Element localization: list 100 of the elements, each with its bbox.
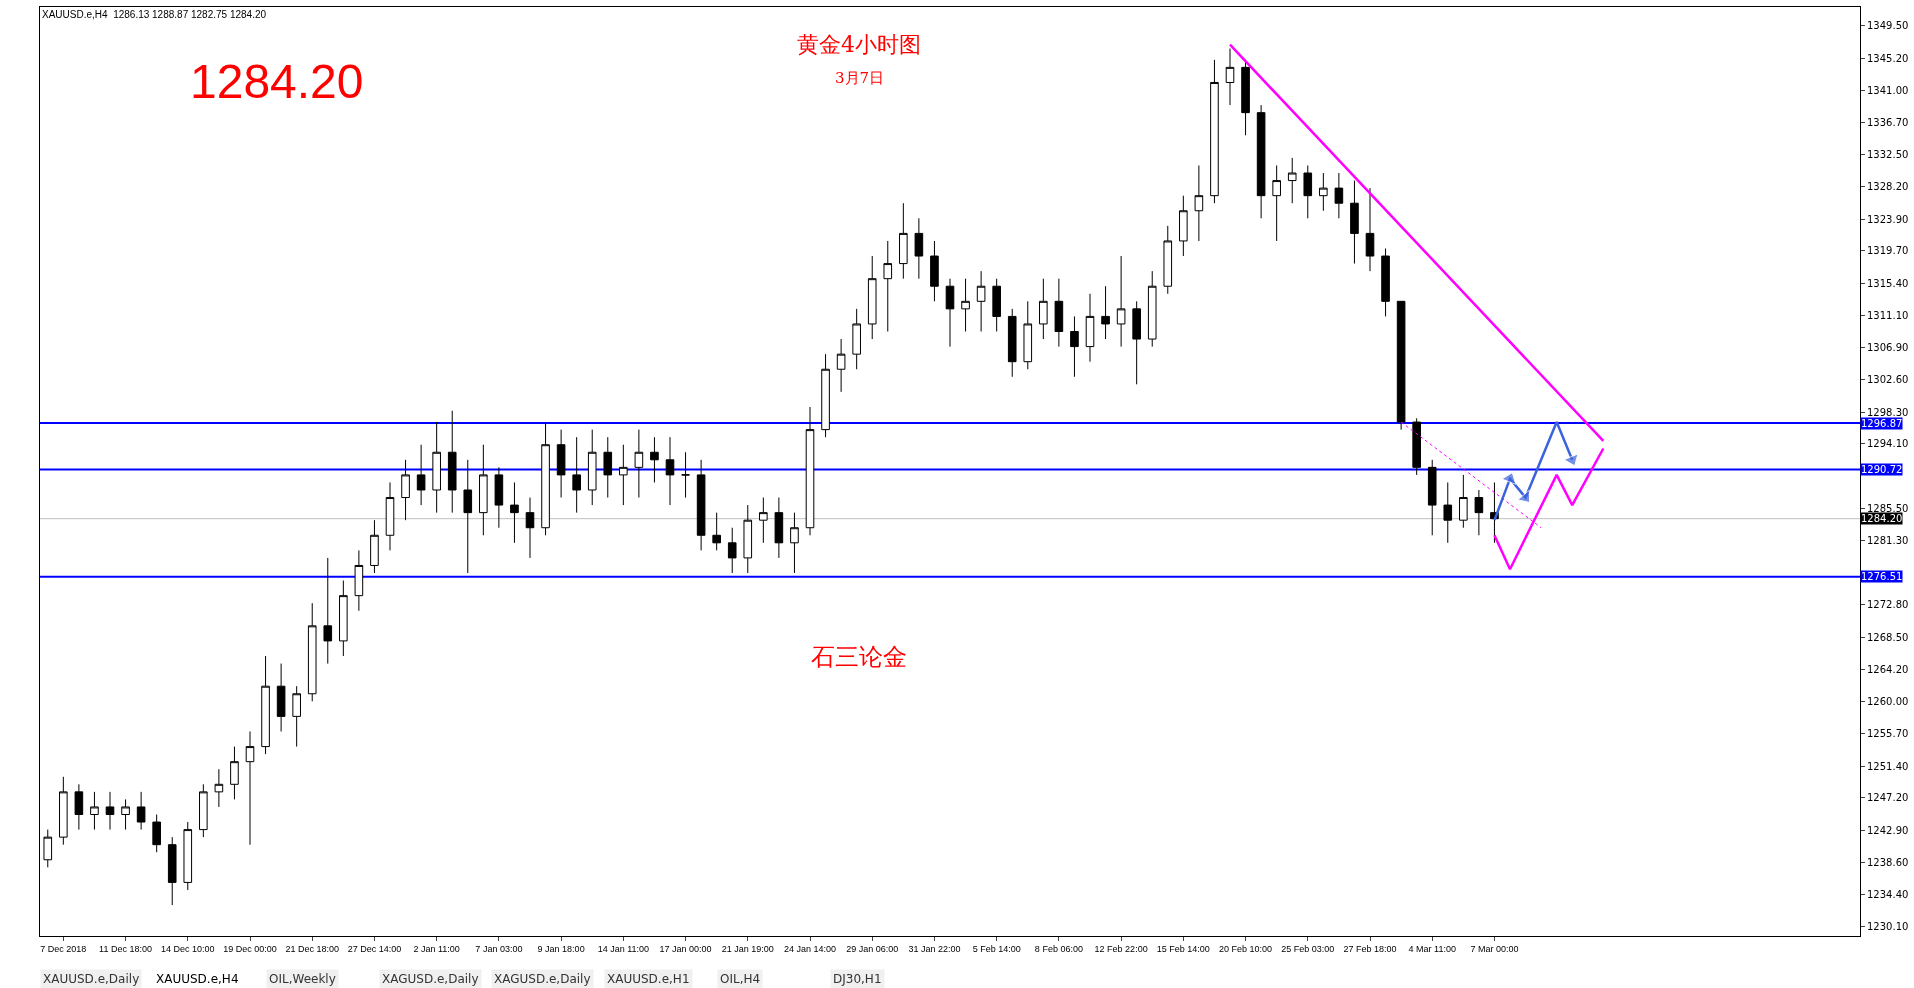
y-tick-label: 1336.70 (1867, 116, 1909, 128)
candlestick (416, 444, 426, 506)
y-tick-label: 1319.70 (1867, 245, 1909, 257)
candlestick (1287, 157, 1297, 204)
text: XAGUSD.e,Daily (494, 972, 591, 986)
candlestick (401, 459, 410, 521)
candlestick (1039, 278, 1048, 340)
candlestick (961, 278, 970, 333)
candlestick (385, 481, 395, 551)
candlestick (1132, 300, 1141, 385)
y-tick-label: 1281.30 (1867, 535, 1909, 547)
candlestick (727, 527, 737, 574)
text: OIL,H4 (720, 972, 761, 986)
candlestick (230, 746, 239, 800)
y-tick-label: 1247.20 (1867, 792, 1909, 804)
ref-line-label: 1284.20 (1861, 513, 1903, 524)
candlestick (1070, 315, 1079, 378)
candlestick (1381, 247, 1390, 317)
candlestick (821, 353, 830, 438)
candlestick (1116, 255, 1126, 348)
candlestick (183, 821, 193, 891)
text: XAUUSD.e,H4 (156, 972, 239, 986)
y-tick-label: 1315.40 (1867, 277, 1909, 289)
y-tick-label: 1311.10 (1867, 310, 1909, 322)
y-tick-label: 1234.40 (1867, 888, 1909, 900)
ref-line-label: 1296.87 (1861, 418, 1903, 429)
candlestick (603, 436, 613, 499)
candlestick (1023, 300, 1033, 370)
ref-line-label: 1276.51 (1861, 571, 1903, 582)
candlestick (276, 663, 286, 732)
candlestick (1179, 195, 1188, 257)
y-tick-label: 1349.50 (1867, 20, 1909, 32)
candlestick (1443, 481, 1453, 544)
text: XAGUSD.e,Daily (382, 972, 479, 986)
candlestick (199, 783, 208, 838)
candlestick (1474, 489, 1484, 536)
candlestick (914, 217, 924, 280)
candlestick (1007, 308, 1017, 378)
candlestick (1163, 225, 1173, 295)
x-tick-label: 9 Jan 18:00 (537, 943, 585, 954)
candlestick (1334, 172, 1344, 219)
x-tick-label: 25 Feb 03:00 (1281, 943, 1335, 954)
y-tick-label: 1298.30 (1867, 406, 1909, 418)
text: 黄金4小时图 (797, 32, 921, 57)
candlestick (494, 466, 504, 529)
y-tick-label: 1268.50 (1867, 631, 1909, 643)
x-tick-label: 19 Dec 00:00 (223, 943, 277, 954)
candlestick (681, 451, 690, 499)
x-tick-label: 31 Jan 22:00 (908, 943, 961, 954)
x-tick-label: 8 Feb 06:00 (1034, 943, 1083, 954)
candlestick (1085, 293, 1095, 363)
text: 3月7日 (835, 69, 885, 87)
y-tick-label: 1306.90 (1867, 341, 1909, 353)
candlestick (790, 512, 799, 574)
candlestick (976, 270, 986, 333)
y-tick-label: 1251.40 (1867, 760, 1909, 772)
candlestick (121, 798, 130, 831)
candlestick (899, 202, 908, 280)
candlestick (1256, 104, 1266, 219)
ref-line-label: 1290.72 (1861, 464, 1903, 475)
candlestick (292, 685, 301, 748)
x-tick-label: 21 Dec 18:00 (285, 943, 339, 954)
y-tick-label: 1294.10 (1867, 438, 1909, 450)
x-tick-label: 15 Feb 14:00 (1156, 943, 1210, 954)
x-tick-label: 27 Feb 18:00 (1343, 943, 1397, 954)
y-tick-label: 1328.20 (1867, 181, 1909, 193)
candlestick (1272, 164, 1281, 242)
candlestick (1225, 48, 1235, 106)
x-tick-label: 21 Jan 19:00 (721, 943, 774, 954)
x-tick-label: 4 Mar 11:00 (1408, 943, 1456, 954)
candlestick (323, 557, 333, 665)
text: DJ30,H1 (833, 972, 882, 986)
candlestick (1412, 417, 1421, 476)
x-tick-label: 7 Mar 00:00 (1470, 943, 1519, 954)
candlestick (354, 549, 364, 612)
candlestick (945, 278, 955, 348)
candlestick (836, 338, 846, 393)
candlestick (774, 497, 784, 559)
annotation: XAUUSD.e,H4 1286.13 1288.87 1282.75 1284.20 (42, 9, 267, 20)
candlestick (525, 497, 535, 559)
y-tick-label: 1242.90 (1867, 824, 1909, 836)
x-tick-label: 7 Jan 03:00 (475, 943, 523, 954)
candlestick (1365, 187, 1375, 272)
text: XAUUSD.e,H1 (607, 972, 690, 986)
candlestick (696, 459, 706, 551)
candlestick (665, 436, 675, 506)
candlestick (1396, 300, 1406, 431)
y-tick-label: 1260.00 (1867, 695, 1909, 707)
y-tick-label: 1302.60 (1867, 374, 1909, 386)
candlestick (650, 436, 659, 483)
candlestick (510, 481, 519, 544)
candlestick (214, 768, 224, 808)
y-tick-label: 1332.50 (1867, 148, 1909, 160)
candlestick (867, 255, 877, 340)
y-tick-label: 1255.70 (1867, 728, 1909, 740)
y-tick-label: 1272.80 (1867, 599, 1909, 611)
candlestick (152, 814, 161, 853)
candlestick (743, 504, 753, 574)
candlestick (245, 730, 255, 846)
candlestick (261, 655, 270, 755)
